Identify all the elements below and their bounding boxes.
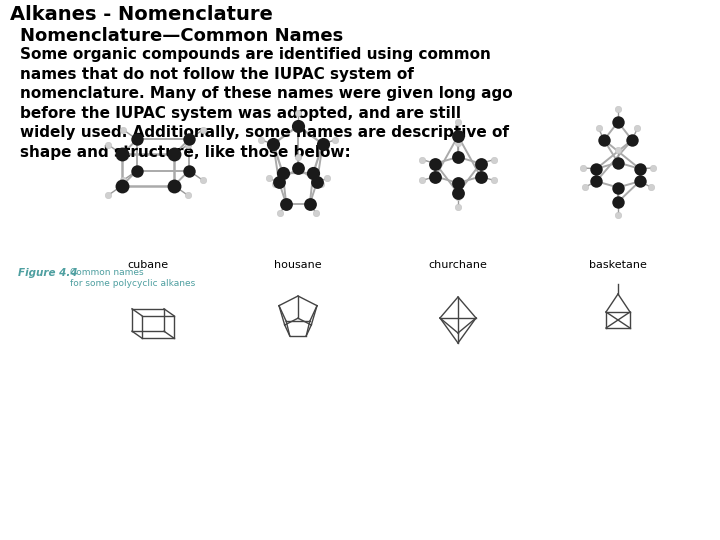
Point (612, 158, 624, 167)
Point (292, 153, 304, 161)
Point (116, 150, 127, 159)
Point (311, 178, 323, 186)
Point (579, 183, 590, 192)
Point (281, 200, 292, 208)
Point (647, 164, 658, 172)
Text: Common names
for some polycyclic alkanes: Common names for some polycyclic alkanes (70, 268, 195, 288)
Point (474, 159, 486, 168)
Point (292, 109, 304, 117)
Point (131, 166, 143, 175)
Point (590, 164, 602, 173)
Point (307, 168, 319, 177)
Point (626, 136, 638, 144)
Point (452, 118, 464, 126)
Point (645, 183, 657, 192)
Point (117, 176, 129, 185)
Point (634, 164, 645, 173)
Point (488, 156, 500, 164)
Point (577, 164, 589, 172)
Text: Figure 4.4: Figure 4.4 (18, 268, 78, 278)
Point (452, 132, 464, 140)
Point (304, 200, 315, 208)
Point (452, 193, 464, 201)
Point (263, 174, 274, 183)
Point (255, 136, 266, 144)
Text: Some organic compounds are identified using common
names that do not follow the : Some organic compounds are identified us… (20, 47, 513, 160)
Point (612, 211, 624, 219)
Point (292, 164, 304, 172)
Text: Nomenclature—Common Names: Nomenclature—Common Names (20, 27, 343, 45)
Point (612, 196, 624, 205)
Point (488, 176, 500, 185)
Text: churchane: churchane (428, 260, 487, 270)
Point (452, 179, 464, 187)
Point (634, 177, 645, 186)
Point (612, 105, 624, 113)
Point (452, 188, 464, 197)
Point (612, 198, 624, 206)
Point (310, 209, 322, 218)
Point (274, 209, 286, 218)
Point (612, 118, 624, 126)
Point (182, 140, 194, 149)
Point (612, 145, 624, 154)
Point (102, 140, 114, 149)
Point (317, 140, 328, 149)
Point (612, 183, 624, 192)
Point (273, 178, 284, 186)
Point (452, 202, 464, 211)
Point (197, 125, 209, 134)
Point (183, 166, 194, 175)
Point (168, 150, 180, 159)
Point (593, 124, 604, 132)
Text: cubane: cubane (127, 260, 168, 270)
Point (168, 181, 180, 190)
Point (590, 177, 602, 186)
Point (292, 122, 304, 130)
Text: basketane: basketane (589, 260, 647, 270)
Point (182, 191, 194, 200)
Point (598, 136, 610, 144)
Point (102, 191, 114, 200)
Point (452, 139, 464, 147)
Text: housane: housane (274, 260, 322, 270)
Point (322, 174, 333, 183)
Point (452, 153, 464, 161)
Point (277, 168, 289, 177)
Point (116, 181, 127, 190)
Point (183, 135, 194, 144)
Point (416, 176, 428, 185)
Point (268, 140, 279, 149)
Point (329, 136, 341, 144)
Point (269, 179, 281, 188)
Point (117, 125, 129, 134)
Point (131, 135, 143, 144)
Point (631, 124, 643, 132)
Point (430, 159, 441, 168)
Point (197, 176, 209, 185)
Point (474, 172, 486, 181)
Point (416, 156, 428, 164)
Point (430, 172, 441, 181)
Point (315, 179, 327, 188)
Text: Alkanes - Nomenclature: Alkanes - Nomenclature (10, 5, 273, 24)
